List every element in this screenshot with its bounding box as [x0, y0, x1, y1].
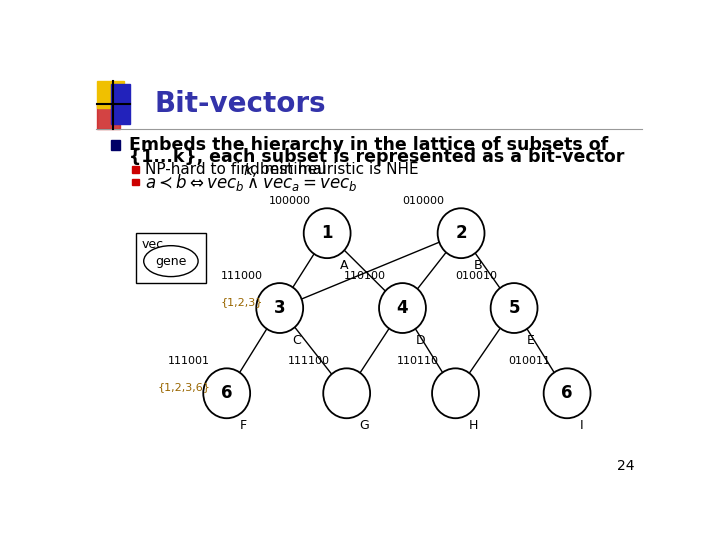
- Text: 2: 2: [455, 224, 467, 242]
- Text: D: D: [415, 334, 425, 347]
- Text: 100000: 100000: [269, 196, 311, 206]
- Text: B: B: [474, 259, 482, 272]
- Text: $k,$: $k,$: [243, 160, 258, 179]
- Ellipse shape: [323, 368, 370, 418]
- Text: I: I: [580, 420, 584, 433]
- Text: 5: 5: [508, 299, 520, 317]
- Text: 24: 24: [616, 459, 634, 473]
- Text: A: A: [340, 259, 348, 272]
- Ellipse shape: [490, 283, 538, 333]
- Text: vec: vec: [142, 238, 163, 251]
- Ellipse shape: [304, 208, 351, 258]
- Text: 6: 6: [562, 384, 573, 402]
- Text: H: H: [469, 420, 478, 433]
- Text: 1: 1: [321, 224, 333, 242]
- Text: C: C: [292, 334, 302, 347]
- Bar: [132, 179, 138, 185]
- Text: {1,2,3}: {1,2,3}: [221, 297, 264, 307]
- Ellipse shape: [432, 368, 479, 418]
- Text: {1,2,3,6}: {1,2,3,6}: [158, 382, 210, 392]
- Bar: [96, 103, 120, 129]
- Ellipse shape: [203, 368, 250, 418]
- Text: E: E: [527, 334, 535, 347]
- Ellipse shape: [379, 283, 426, 333]
- Text: best heuristic is NHE: best heuristic is NHE: [255, 162, 419, 177]
- Bar: [96, 82, 125, 108]
- Text: NP-hard to find minimal: NP-hard to find minimal: [145, 162, 331, 177]
- Bar: [110, 84, 130, 124]
- Text: 111000: 111000: [221, 271, 264, 281]
- Text: 3: 3: [274, 299, 286, 317]
- Bar: [111, 140, 120, 150]
- Text: 110110: 110110: [397, 356, 439, 366]
- Ellipse shape: [438, 208, 485, 258]
- Ellipse shape: [256, 283, 303, 333]
- Text: $a \prec b \Leftrightarrow \mathit{vec}_b \wedge \mathit{vec}_a = \mathit{vec}_b: $a \prec b \Leftrightarrow \mathit{vec}_…: [145, 172, 358, 193]
- Text: Embeds the hierarchy in the lattice of subsets of: Embeds the hierarchy in the lattice of s…: [129, 136, 608, 154]
- Text: Bit-vectors: Bit-vectors: [154, 90, 325, 118]
- Text: {1...k}, each subset is represented as a bit-vector: {1...k}, each subset is represented as a…: [129, 148, 624, 166]
- Text: 111100: 111100: [288, 356, 330, 366]
- Text: 010010: 010010: [456, 271, 498, 281]
- Text: gene: gene: [156, 255, 186, 268]
- Bar: [132, 166, 138, 173]
- Text: 4: 4: [397, 299, 408, 317]
- Text: G: G: [359, 420, 369, 433]
- Ellipse shape: [544, 368, 590, 418]
- Text: 010000: 010000: [402, 196, 445, 206]
- Bar: [136, 233, 206, 283]
- Text: 6: 6: [221, 384, 233, 402]
- Ellipse shape: [144, 246, 198, 276]
- Text: 111001: 111001: [168, 356, 210, 366]
- Text: F: F: [240, 420, 247, 433]
- Text: 010011: 010011: [509, 356, 551, 366]
- Text: 110100: 110100: [344, 271, 386, 281]
